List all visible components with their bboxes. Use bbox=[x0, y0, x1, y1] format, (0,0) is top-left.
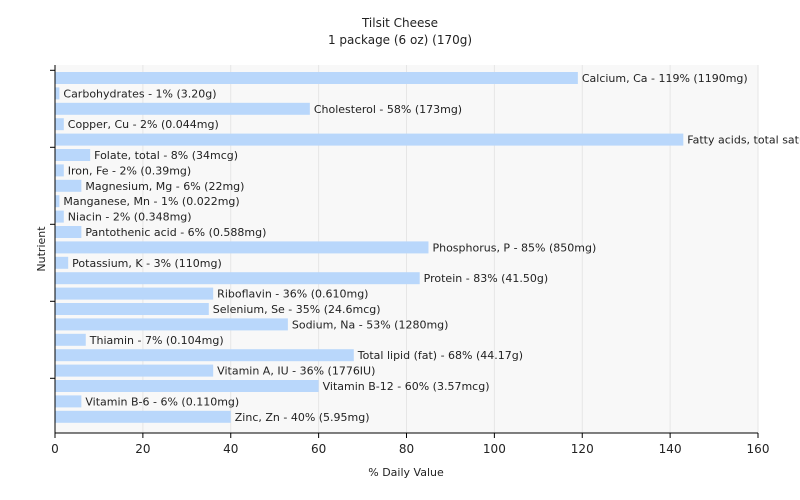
bar-11 bbox=[55, 241, 429, 254]
bar-8 bbox=[55, 195, 60, 208]
bar-label-10: Pantothenic acid - 6% (0.588mg) bbox=[85, 226, 266, 239]
bar-14 bbox=[55, 287, 214, 300]
bar-5 bbox=[55, 149, 91, 161]
x-tick-label-0: 0 bbox=[51, 442, 59, 456]
bar-label-9: Niacin - 2% (0.348mg) bbox=[68, 211, 192, 224]
bar-label-3: Copper, Cu - 2% (0.044mg) bbox=[68, 118, 219, 131]
x-tick-label-3: 60 bbox=[311, 442, 326, 456]
x-tick-label-4: 80 bbox=[399, 442, 414, 456]
bar-6 bbox=[55, 164, 64, 177]
bar-12 bbox=[55, 256, 69, 269]
bar-label-11: Phosphorus, P - 85% (850mg) bbox=[432, 241, 596, 254]
bar-label-8: Manganese, Mn - 1% (0.022mg) bbox=[63, 195, 239, 208]
bar-19 bbox=[55, 364, 214, 377]
bar-16 bbox=[55, 318, 288, 331]
bar-label-6: Iron, Fe - 2% (0.39mg) bbox=[68, 164, 191, 177]
bar-label-2: Cholesterol - 58% (173mg) bbox=[314, 103, 462, 116]
bar-4 bbox=[55, 133, 684, 146]
bar-label-16: Sodium, Na - 53% (1280mg) bbox=[292, 318, 449, 331]
x-tick-label-8: 160 bbox=[747, 442, 770, 456]
bar-7 bbox=[55, 179, 82, 192]
bar-18 bbox=[55, 349, 354, 362]
bar-label-17: Thiamin - 7% (0.104mg) bbox=[89, 334, 224, 347]
bars-group: Calcium, Ca - 119% (1190mg) Carbohydrates… bbox=[55, 72, 800, 424]
x-tick-label-1: 20 bbox=[135, 442, 150, 456]
bar-label-7: Magnesium, Mg - 6% (22mg) bbox=[85, 180, 244, 193]
x-tick-label-2: 40 bbox=[223, 442, 238, 456]
bar-label-0: Calcium, Ca - 119% (1190mg) bbox=[582, 72, 748, 85]
bar-label-19: Vitamin A, IU - 36% (1776IU) bbox=[217, 365, 375, 378]
bar-label-22: Zinc, Zn - 40% (5.95mg) bbox=[235, 411, 370, 424]
bar-9 bbox=[55, 210, 64, 223]
bar-3 bbox=[55, 118, 64, 131]
bar-label-15: Selenium, Se - 35% (24.6mcg) bbox=[213, 303, 381, 316]
bar-17 bbox=[55, 333, 86, 346]
bar-1 bbox=[55, 87, 60, 100]
bar-label-18: Total lipid (fat) - 68% (44.17g) bbox=[357, 349, 523, 362]
bar-label-20: Vitamin B-12 - 60% (3.57mcg) bbox=[323, 380, 490, 393]
x-tick-label-7: 140 bbox=[659, 442, 682, 456]
x-axis-title: % Daily Value bbox=[368, 466, 444, 479]
bar-label-14: Riboflavin - 36% (0.610mg) bbox=[217, 288, 368, 301]
chart-subtitle: 1 package (6 oz) (170g) bbox=[328, 33, 472, 47]
bar-2 bbox=[55, 102, 310, 115]
bar-label-13: Protein - 83% (41.50g) bbox=[424, 272, 549, 285]
bar-21 bbox=[55, 395, 82, 408]
axes-group: 0 20 40 60 80 100 120 140 160 bbox=[50, 65, 769, 456]
bar-0 bbox=[55, 72, 578, 84]
chart-title: Tilsit Cheese bbox=[361, 16, 438, 30]
bar-15 bbox=[55, 303, 209, 315]
bar-label-21: Vitamin B-6 - 6% (0.110mg) bbox=[85, 395, 239, 408]
bar-label-4: Fatty acids, total saturated - 143% (28.… bbox=[687, 134, 800, 147]
bar-13 bbox=[55, 272, 420, 285]
bar-10 bbox=[55, 226, 82, 238]
bar-22 bbox=[55, 410, 231, 423]
x-tick-label-5: 100 bbox=[483, 442, 506, 456]
y-axis-title: Nutrient bbox=[35, 226, 48, 272]
bar-label-12: Potassium, K - 3% (110mg) bbox=[72, 257, 222, 270]
x-tick-label-6: 120 bbox=[571, 442, 594, 456]
bar-20 bbox=[55, 380, 319, 392]
bar-label-1: Carbohydrates - 1% (3.20g) bbox=[63, 87, 216, 100]
bar-label-5: Folate, total - 8% (34mcg) bbox=[94, 149, 238, 162]
